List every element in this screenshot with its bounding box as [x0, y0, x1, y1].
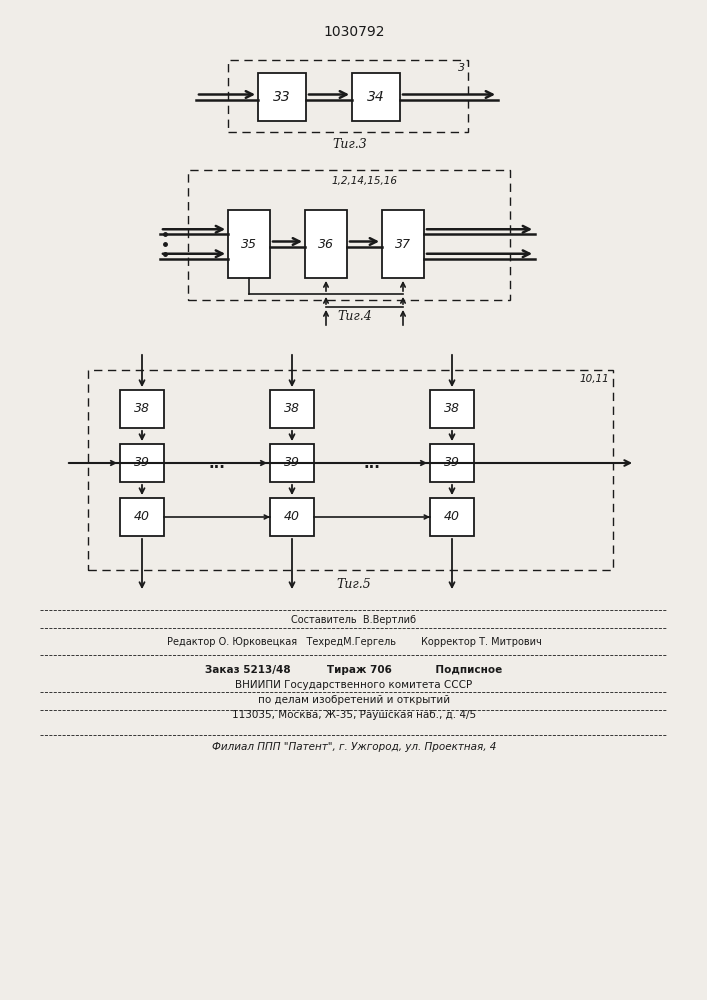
Text: 33: 33 [273, 90, 291, 104]
Text: ...: ... [363, 456, 380, 471]
Text: Τиг.5: Τиг.5 [337, 578, 371, 591]
Bar [382, 210, 424, 278]
Text: ...: ... [209, 456, 226, 471]
Bar [270, 390, 314, 428]
Bar [270, 444, 314, 482]
Text: 113035, Москва, Ж-35, Раушская наб., д. 4/5: 113035, Москва, Ж-35, Раушская наб., д. … [232, 710, 476, 720]
Bar [88, 370, 613, 570]
Bar [270, 498, 314, 536]
Text: 39: 39 [134, 456, 150, 470]
Text: 36: 36 [318, 237, 334, 250]
Text: 3: 3 [458, 63, 465, 73]
Bar [430, 444, 474, 482]
Text: 39: 39 [284, 456, 300, 470]
Bar [120, 390, 164, 428]
Text: 38: 38 [284, 402, 300, 416]
Text: 38: 38 [444, 402, 460, 416]
Bar [430, 498, 474, 536]
Bar [120, 444, 164, 482]
Text: 10,11: 10,11 [579, 374, 609, 384]
Text: по делам изобретений и открытий: по делам изобретений и открытий [258, 695, 450, 705]
Text: 37: 37 [395, 237, 411, 250]
Text: 39: 39 [444, 456, 460, 470]
Text: 40: 40 [284, 510, 300, 524]
Text: 1,2,14,15,16: 1,2,14,15,16 [331, 176, 397, 186]
Bar [228, 210, 270, 278]
Bar [430, 390, 474, 428]
Text: 34: 34 [367, 90, 385, 104]
Text: Филиал ППП "Патент", г. Ужгород, ул. Проектная, 4: Филиал ППП "Патент", г. Ужгород, ул. Про… [212, 742, 496, 752]
Text: Заказ 5213/48          Тираж 706            Подписное: Заказ 5213/48 Тираж 706 Подписное [205, 665, 503, 675]
Text: 40: 40 [444, 510, 460, 524]
Text: Τиг.3: Τиг.3 [332, 137, 368, 150]
Text: 35: 35 [241, 237, 257, 250]
Text: Редактор О. Юрковецкая   ТехредМ.Гергель        Корректор Т. Митрович: Редактор О. Юрковецкая ТехредМ.Гергель К… [167, 637, 542, 647]
Text: 38: 38 [134, 402, 150, 416]
Text: Составитель  В.Вертлиб: Составитель В.Вертлиб [291, 615, 416, 625]
Bar [305, 210, 347, 278]
Text: ВНИИПИ Государственного комитета СССР: ВНИИПИ Государственного комитета СССР [235, 680, 472, 690]
Bar [352, 73, 400, 121]
Text: Τиг.4: Τиг.4 [338, 310, 373, 324]
Bar [188, 170, 510, 300]
Bar [258, 73, 306, 121]
Bar [120, 498, 164, 536]
Bar [228, 60, 468, 132]
Text: 1030792: 1030792 [323, 25, 385, 39]
Text: 40: 40 [134, 510, 150, 524]
